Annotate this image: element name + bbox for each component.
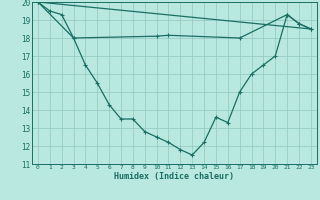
X-axis label: Humidex (Indice chaleur): Humidex (Indice chaleur) (115, 172, 234, 181)
